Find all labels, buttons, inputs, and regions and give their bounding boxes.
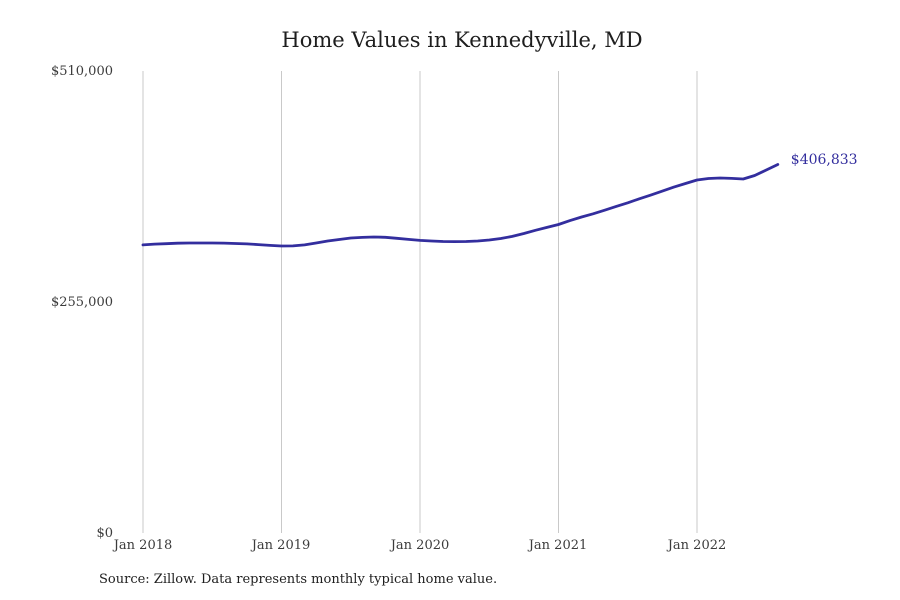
y-axis-tick-label-0: $0 (96, 526, 113, 541)
chart-title: Home Values in Kennedyville, MD (281, 28, 643, 52)
y-axis-tick-label-255000: $255,000 (50, 295, 113, 310)
latest-value-label: $406,833 (790, 151, 858, 168)
home-value-line (141, 163, 780, 248)
x-axis-tick-label-jan2019: Jan 2019 (251, 538, 311, 553)
x-axis-tick-label-jan2020: Jan 2020 (390, 538, 450, 553)
x-axis-tick-label-jan2021: Jan 2021 (528, 538, 588, 553)
x-axis-tick-label-jan2018: Jan 2018 (113, 538, 173, 553)
source-note: Source: Zillow. Data represents monthly … (99, 572, 498, 587)
x-axis-tick-label-jan2022: Jan 2022 (667, 538, 727, 553)
y-axis-tick-label-510000: $510,000 (50, 64, 113, 79)
